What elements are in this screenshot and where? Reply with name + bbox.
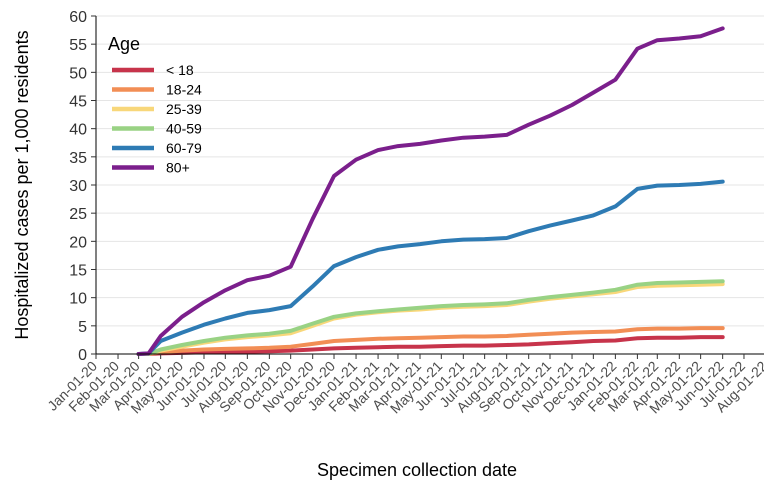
series-line-5 [136,26,725,356]
y-tick-label: 15 [69,263,87,280]
y-tick-label: 55 [69,37,87,54]
y-axis-title: Hospitalized cases per 1,000 residents [12,30,32,339]
y-tick-label: 20 [69,234,87,251]
legend-items: < 18 18-24 25-39 40-59 60-79 80+ [112,62,202,176]
y-tick-label: 50 [69,65,87,82]
series-line-4 [136,179,725,356]
series-lines [136,26,725,356]
legend-title: Age [108,34,140,54]
y-tick-label: 25 [69,206,87,223]
y-axis-ticks: 0 5 10 15 20 25 30 35 40 45 50 55 60 [69,9,96,364]
legend-label: 25-39 [166,101,202,117]
y-tick-label: 10 [69,291,87,308]
series-line-1 [136,326,725,356]
x-axis-ticks: Jan-01-20Feb-01-20Mar-01-20Apr-01-20May-… [44,354,764,416]
series-line-3 [136,279,725,356]
series-line-0 [136,335,725,356]
legend-label: 80+ [166,160,190,176]
y-tick-label: 35 [69,150,87,167]
y-tick-label: 45 [69,94,87,111]
y-tick-label: 0 [78,347,87,364]
legend: Age < 18 18-24 25-39 40-59 60-79 80+ [108,34,202,176]
y-tick-label: 5 [78,319,87,336]
y-tick-label: 60 [69,9,87,26]
legend-label: < 18 [166,62,194,78]
x-axis-title: Specimen collection date [317,460,517,480]
legend-label: 40-59 [166,121,202,137]
y-tick-label: 30 [69,178,87,195]
legend-label: 60-79 [166,140,202,156]
legend-label: 18-24 [166,82,202,98]
y-tick-label: 40 [69,122,87,139]
